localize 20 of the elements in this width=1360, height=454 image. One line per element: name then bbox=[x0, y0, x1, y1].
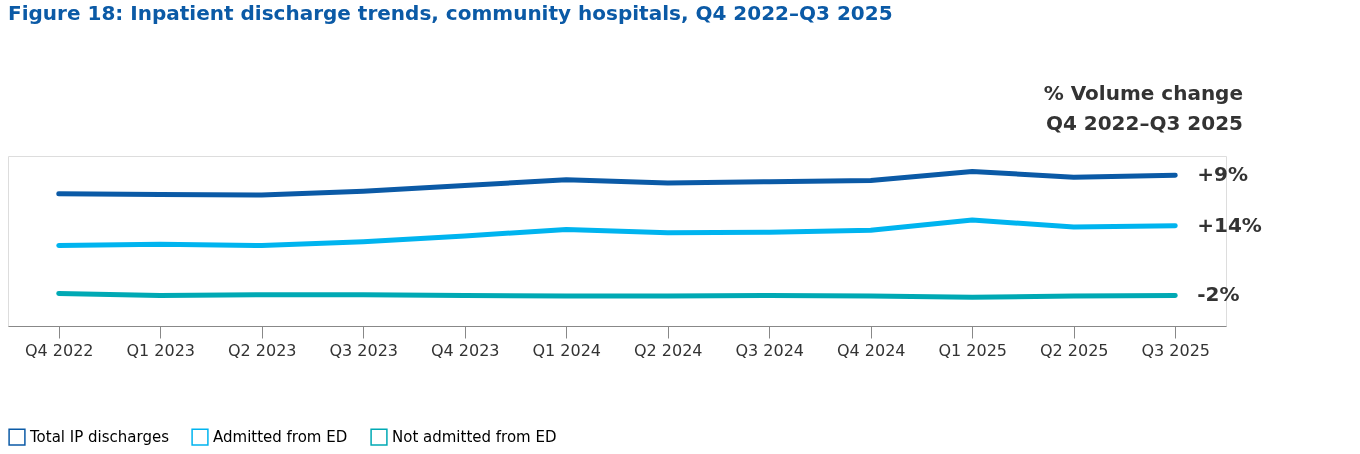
legend-label: Not admitted from ED bbox=[392, 428, 557, 447]
x-tick-label: Q2 2024 bbox=[633, 340, 703, 360]
x-tick-label: Q4 2024 bbox=[836, 340, 906, 360]
x-tick-label: Q2 2023 bbox=[227, 340, 297, 360]
x-tick-label: Q3 2025 bbox=[1141, 340, 1211, 360]
x-tick-label: Q4 2023 bbox=[430, 340, 500, 360]
x-tick-label: Q4 2022 bbox=[24, 340, 94, 360]
x-tick-label: Q3 2023 bbox=[329, 340, 399, 360]
annotation: +14% bbox=[1197, 212, 1262, 237]
x-tick-label: Q2 2025 bbox=[1039, 340, 1109, 360]
x-tick-label: Q1 2024 bbox=[532, 340, 602, 360]
annotation: +9% bbox=[1197, 162, 1248, 187]
x-tick-label: Q1 2025 bbox=[938, 340, 1008, 360]
x-tick-label: Q3 2024 bbox=[735, 340, 805, 360]
annotation: -2% bbox=[1197, 282, 1240, 307]
text: % Volume change Q4 2022–Q3 2025 bbox=[1043, 81, 1243, 135]
legend-label: Admitted from ED bbox=[213, 428, 348, 447]
chart-title: Figure 18: Inpatient discharge trends, community hospitals, Q4 2022–Q3 2025 bbox=[8, 1, 893, 25]
x-tick-label: Q1 2023 bbox=[126, 340, 196, 360]
legend-label: Total IP discharges bbox=[29, 428, 170, 447]
